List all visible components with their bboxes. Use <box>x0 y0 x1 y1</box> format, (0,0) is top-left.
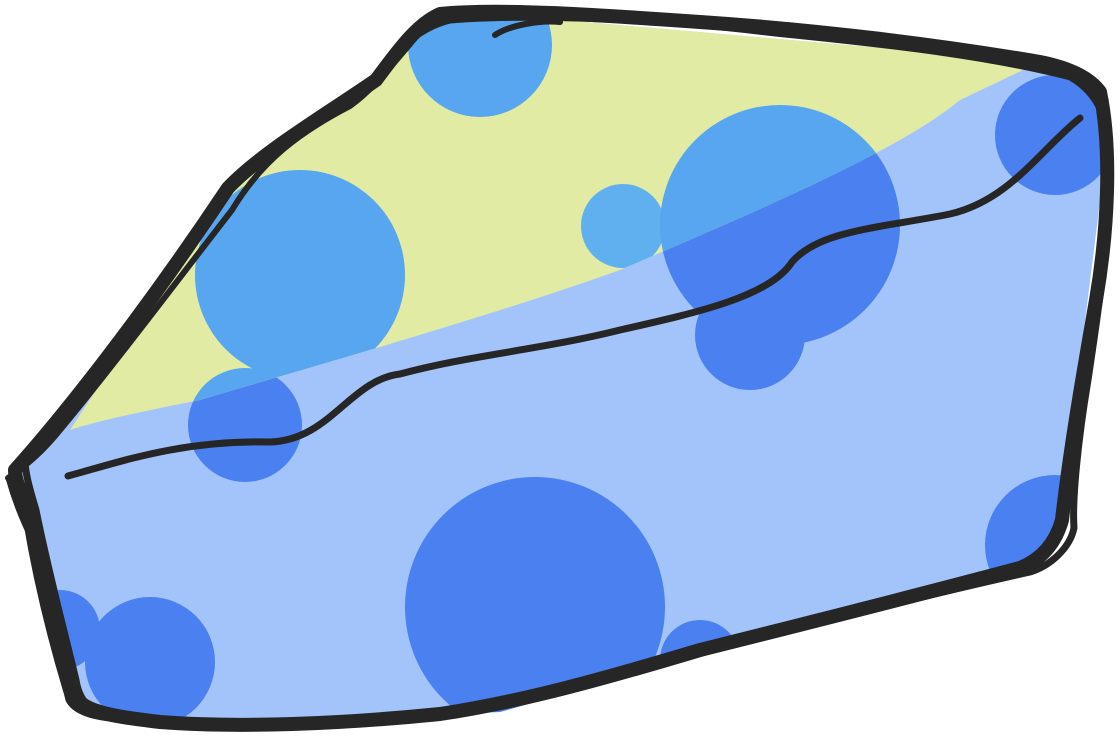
cheese-hole <box>195 170 405 380</box>
cheese-hole <box>188 368 302 482</box>
cheese-hole <box>581 184 665 268</box>
cheese-hole <box>408 18 552 117</box>
cheese-hole <box>995 75 1104 195</box>
cheese-hole <box>85 597 215 722</box>
wedge-outline <box>5 4 1115 732</box>
edge-line <box>64 114 1084 480</box>
